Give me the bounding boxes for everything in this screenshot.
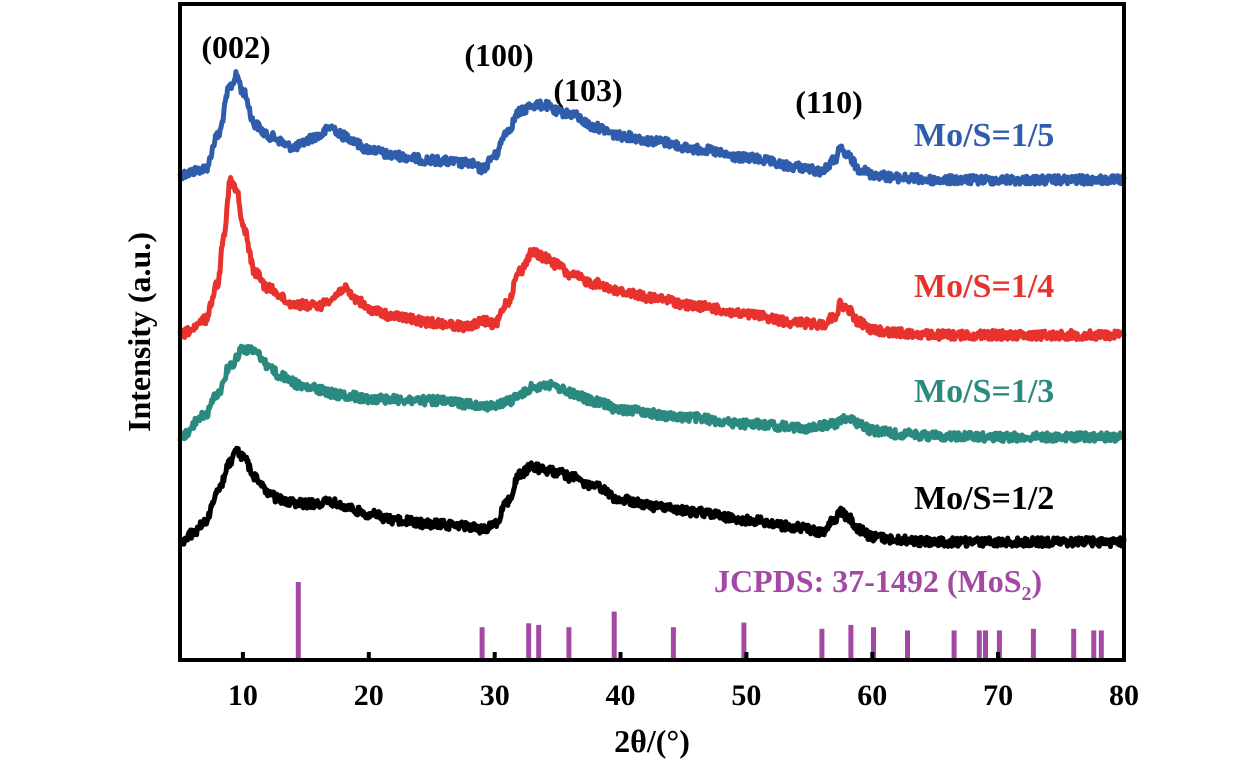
reference-bar (951, 630, 957, 660)
series-label-1-5: Mo/S=1/5 (914, 117, 1054, 154)
reference-bar (996, 630, 1002, 660)
reference-bar (1030, 628, 1036, 660)
reference-bar (1091, 630, 1097, 660)
reference-bar (741, 622, 747, 660)
curve-mos-1-3 (177, 343, 1127, 444)
reference-bar (670, 627, 676, 660)
curve-mos-1-5 (177, 69, 1127, 187)
reference-bar (295, 582, 301, 660)
x-axis-title: 2θ/(°) (614, 723, 690, 759)
x-tick-label: 10 (228, 679, 258, 712)
x-tick-label: 60 (857, 679, 887, 712)
reference-bar (611, 611, 617, 660)
peak-label-100: (100) (464, 37, 533, 73)
reference-bars (295, 582, 1104, 660)
series-layer (177, 69, 1127, 549)
curve-mos-1-2 (178, 445, 1127, 549)
y-axis-title: Intensity (a.u.) (121, 232, 157, 432)
series-label-1-2: Mo/S=1/2 (914, 480, 1054, 517)
series-label-1-3: Mo/S=1/3 (914, 373, 1054, 410)
peak-label-110: (110) (795, 84, 863, 120)
reference-bar (479, 627, 485, 660)
x-tick-label: 70 (983, 679, 1013, 712)
reference-bar (871, 627, 876, 660)
reference-bar (905, 630, 910, 660)
x-tick-label: 30 (480, 679, 510, 712)
series-label-1-4: Mo/S=1/4 (914, 268, 1054, 305)
reference-bar (983, 630, 988, 660)
x-tick-label: 20 (354, 679, 384, 712)
reference-bar (976, 630, 982, 660)
reference-bar (526, 623, 532, 660)
plot-frame (178, 2, 1126, 662)
x-tick-label: 80 (1109, 679, 1139, 712)
peak-label-002: (002) (201, 29, 270, 65)
reference-bar (1098, 630, 1104, 660)
reference-label: JCPDS: 37-1492 (MoS2) (714, 563, 1042, 605)
reference-bar (819, 628, 825, 660)
peak-label-103: (103) (553, 72, 622, 108)
x-tick-label: 40 (606, 679, 636, 712)
reference-bar (1071, 628, 1077, 660)
reference-bar (536, 624, 542, 660)
curve-mos-1-4 (177, 175, 1127, 342)
reference-bar (848, 624, 854, 660)
x-tick-label: 50 (731, 679, 761, 712)
reference-bar (566, 627, 572, 660)
x-axis-ticks: 10 20 30 40 50 60 70 80 (228, 652, 1139, 712)
